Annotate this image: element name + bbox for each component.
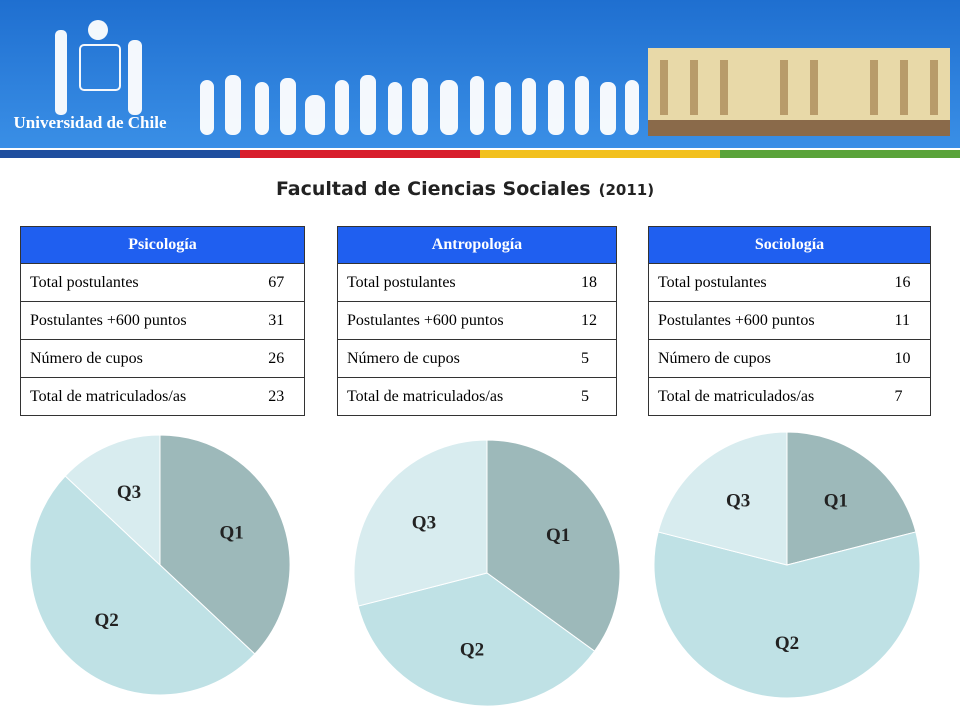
row-value: 5 (572, 377, 618, 416)
pie-slice (653, 531, 921, 699)
table-title: Psicología (20, 226, 305, 264)
table-row: Postulantes +600 puntos 11 (647, 301, 931, 340)
table-row: Postulantes +600 puntos 12 (337, 301, 618, 340)
row-label: Número de cupos (20, 339, 260, 378)
row-label: Total postulantes (20, 263, 260, 302)
pie-slice (353, 439, 488, 607)
header-row: Sociología (648, 226, 931, 264)
table-row: Número de cupos 10 (647, 339, 931, 378)
row-value: 26 (259, 339, 306, 378)
pie-slice (357, 572, 596, 707)
row-label: Total de matriculados/as (647, 377, 886, 416)
header-row: Antropología (337, 226, 617, 264)
row-value: 31 (259, 301, 306, 340)
row-label: Postulantes +600 puntos (647, 301, 886, 340)
slice-label: Q3 (726, 490, 750, 511)
slice-label: Q1 (219, 522, 243, 543)
university-name: Universidad de Chile (13, 113, 166, 132)
pie-slice (786, 431, 917, 566)
slice-label: Q1 (546, 525, 570, 546)
row-label: Número de cupos (337, 339, 573, 378)
row-label: Número de cupos (647, 339, 886, 378)
row-label: Postulantes +600 puntos (337, 301, 573, 340)
table-row: Total de matriculados/as 7 (647, 377, 931, 416)
row-value: 67 (259, 263, 306, 302)
table-row: Número de cupos 26 (20, 339, 306, 378)
row-label: Postulantes +600 puntos (20, 301, 260, 340)
header-art: Universidad de Chile (13, 20, 950, 136)
slice-label: Q2 (460, 640, 484, 661)
table-row: Total de matriculados/as 5 (337, 377, 618, 416)
pie-charts: Q1 Q2 Q3 Q1 Q2 Q3 Q1 Q2 Q3 (29, 431, 921, 707)
title-main: Facultad de Ciencias Sociales (275, 178, 591, 200)
table-row: Total de matriculados/as 23 (20, 377, 306, 416)
slide-title: Facultad de Ciencias Sociales (2011) (0, 178, 930, 200)
row-label: Total de matriculados/as (20, 377, 260, 416)
row-value: 12 (572, 301, 618, 340)
table-row: Postulantes +600 puntos 31 (20, 301, 306, 340)
row-value: 23 (259, 377, 306, 416)
color-stripe (0, 150, 960, 158)
data-table: Sociología Total postulantes 16 Postulantes… (647, 226, 931, 416)
pie-slice (64, 434, 161, 567)
row-value: 16 (885, 263, 931, 302)
row-label: Total postulantes (337, 263, 573, 302)
title-year: (2011) (598, 181, 655, 199)
table-row: Total postulantes 18 (337, 263, 618, 302)
pie-slice (29, 475, 256, 696)
slice-label: Q3 (117, 482, 141, 503)
pie-slice (657, 431, 788, 566)
row-value: 18 (572, 263, 618, 302)
slice-label: Q1 (824, 490, 848, 511)
pie-slice (486, 439, 621, 652)
table-row: Total postulantes 16 (647, 263, 931, 302)
table-row: Total postulantes 67 (20, 263, 306, 302)
data-table: Antropología Total postulantes 18 Postulant… (337, 226, 618, 416)
table-row: Número de cupos 5 (337, 339, 618, 378)
slice-label: Q3 (412, 512, 436, 533)
header-row: Psicología (20, 226, 305, 264)
row-value: 11 (885, 301, 931, 340)
row-label: Total de matriculados/as (337, 377, 573, 416)
row-value: 10 (885, 339, 931, 378)
table-title: Sociología (648, 226, 931, 264)
table-title: Antropología (337, 226, 617, 264)
header: Universidad de Chile (0, 0, 960, 148)
pie-slice (159, 434, 291, 655)
row-value: 7 (885, 377, 931, 416)
slice-label: Q2 (94, 610, 118, 631)
data-table: Psicología Total postulantes 67 Postulantes… (20, 226, 306, 416)
slice-label: Q2 (775, 633, 799, 654)
row-label: Total postulantes (647, 263, 886, 302)
row-value: 5 (572, 339, 618, 378)
